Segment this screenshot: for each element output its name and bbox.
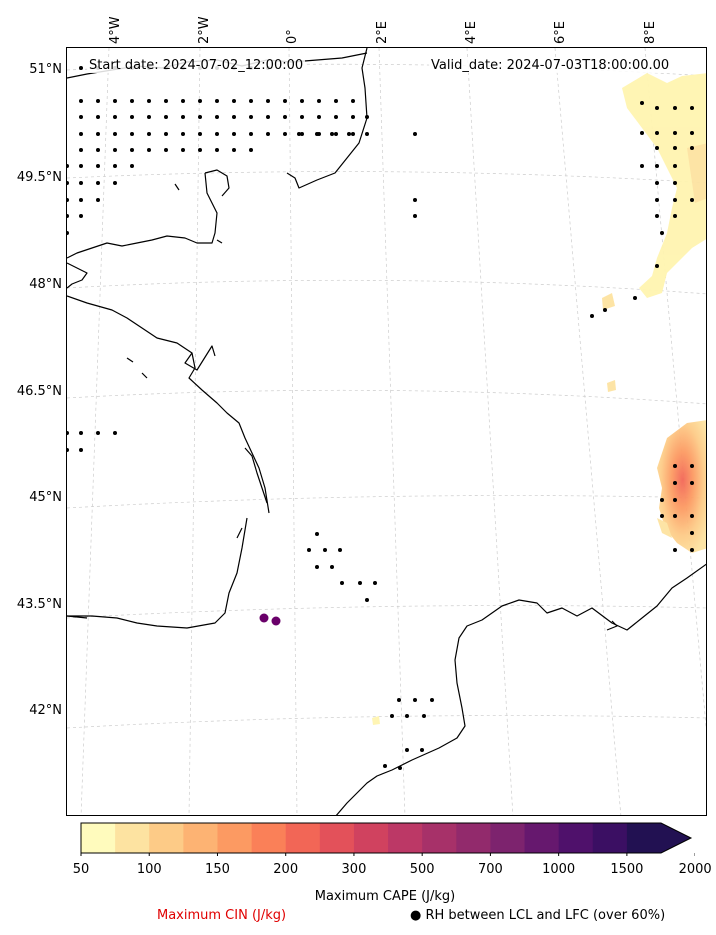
lat-label-45: 45°N	[29, 490, 62, 505]
colorbar-segment	[149, 823, 184, 853]
cin-marker	[271, 616, 281, 626]
colorbar-tick-label: 100	[136, 862, 162, 877]
colorbar-segment	[490, 823, 526, 853]
lat-label-48: 48°N	[29, 277, 62, 292]
colorbar-tick-label: 700	[477, 862, 503, 877]
colorbar-segment	[319, 823, 355, 853]
lon-label-8e: 8°E	[643, 21, 658, 44]
colorbar-segment	[183, 823, 218, 853]
rh-legend-label: ● RH between LCL and LFC (over 60%)	[410, 908, 666, 923]
colorbar-tick-label: 150	[205, 862, 230, 877]
map-frame[interactable]: Start date: 2024-07-02_12:00:00 Valid_da…	[66, 47, 707, 816]
colorbar-extend-arrow	[661, 823, 691, 853]
lon-label-2w: 2°W	[197, 16, 212, 44]
colorbar-tick-label: 2000	[678, 862, 712, 877]
colorbar-tick-label: 300	[341, 862, 367, 877]
cape-region-alps	[657, 420, 706, 553]
colorbar-segment	[217, 823, 253, 853]
cin-markers	[259, 613, 281, 626]
gridlines	[67, 48, 706, 815]
colorbar-segment	[592, 823, 628, 853]
lat-label-42: 42°N	[29, 703, 62, 718]
colorbar-tick-label: 200	[273, 862, 299, 877]
colorbar-segment	[251, 823, 287, 853]
lon-label-4e: 4°E	[464, 21, 479, 44]
lon-label-4w: 4°W	[108, 16, 123, 44]
lat-label-49-5: 49.5°N	[16, 170, 62, 185]
colorbar-segment	[388, 823, 423, 853]
lon-label-6e: 6°E	[553, 21, 568, 44]
map-canvas	[67, 48, 706, 815]
cin-legend-label: Maximum CIN (J/kg)	[157, 908, 287, 923]
colorbar-segment	[285, 823, 321, 853]
colorbar-segment	[353, 823, 389, 853]
colorbar-segment	[524, 823, 560, 853]
colorbar-tick-label: 50	[72, 862, 90, 877]
cape-region-northeast	[622, 73, 706, 298]
lon-label-2e: 2°E	[375, 21, 390, 44]
coastlines	[67, 48, 706, 815]
lat-label-51: 51°N	[29, 62, 62, 77]
colorbar-title: Maximum CAPE (J/kg)	[314, 889, 456, 904]
valid-date-label: Valid_date: 2024-07-03T18:00:00.00	[429, 58, 672, 73]
colorbar-tick-label: 1000	[542, 862, 576, 877]
colorbar-segment	[626, 823, 662, 853]
colorbar-tick-label: 1500	[610, 862, 644, 877]
colorbar-tick-label: 500	[409, 862, 435, 877]
start-date-label: Start date: 2024-07-02_12:00:00	[87, 58, 306, 73]
cape-colorbar	[80, 822, 695, 856]
colorbar-segment	[115, 823, 150, 853]
colorbar-segment	[456, 823, 491, 853]
colorbar-segment	[81, 823, 116, 853]
colorbar-segment	[422, 823, 457, 853]
colorbar-outline	[80, 822, 693, 854]
colorbar-segment	[558, 823, 594, 853]
lat-label-43-5: 43.5°N	[16, 597, 62, 612]
cape-field	[372, 73, 706, 725]
lon-label-0: 0°	[285, 29, 300, 44]
lat-label-46-5: 46.5°N	[16, 384, 62, 399]
cin-marker	[259, 613, 269, 623]
